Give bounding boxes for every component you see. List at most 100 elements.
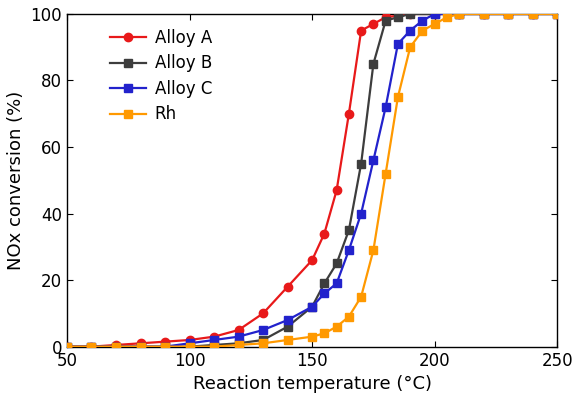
Line: Rh: Rh: [63, 10, 561, 351]
Legend: Alloy A, Alloy B, Alloy C, Rh: Alloy A, Alloy B, Alloy C, Rh: [110, 29, 212, 124]
Alloy B: [346, 228, 353, 232]
Alloy C: [419, 18, 426, 23]
Alloy C: [505, 12, 512, 16]
Alloy B: [394, 15, 401, 20]
Alloy C: [260, 328, 267, 332]
Alloy B: [456, 12, 463, 16]
Alloy A: [370, 22, 377, 26]
Rh: [113, 344, 119, 349]
Rh: [260, 341, 267, 346]
Alloy C: [456, 12, 463, 16]
Alloy B: [88, 344, 95, 349]
Alloy B: [480, 12, 487, 16]
Alloy A: [260, 311, 267, 316]
Alloy C: [137, 344, 144, 349]
Alloy B: [260, 338, 267, 342]
Rh: [162, 344, 169, 349]
Alloy C: [358, 211, 365, 216]
Line: Alloy B: Alloy B: [63, 10, 561, 351]
Alloy A: [407, 12, 414, 16]
Rh: [419, 28, 426, 33]
Alloy A: [137, 341, 144, 346]
Rh: [480, 12, 487, 16]
Line: Alloy A: Alloy A: [63, 10, 561, 351]
Alloy C: [480, 12, 487, 16]
Alloy C: [309, 304, 316, 309]
Alloy C: [333, 281, 340, 286]
Alloy A: [382, 15, 389, 20]
Alloy A: [333, 188, 340, 193]
Alloy C: [284, 318, 291, 322]
Alloy B: [284, 324, 291, 329]
Alloy C: [321, 291, 328, 296]
Alloy C: [382, 105, 389, 110]
Alloy A: [358, 28, 365, 33]
Rh: [530, 12, 536, 16]
Alloy A: [309, 258, 316, 262]
Alloy C: [88, 344, 95, 349]
Alloy C: [162, 344, 169, 349]
Alloy C: [235, 334, 242, 339]
Alloy A: [554, 12, 561, 16]
Alloy B: [211, 342, 218, 347]
Rh: [333, 324, 340, 329]
Alloy C: [370, 158, 377, 163]
Alloy A: [431, 12, 438, 16]
Alloy C: [407, 28, 414, 33]
Alloy C: [431, 12, 438, 16]
Y-axis label: NOx conversion (%): NOx conversion (%): [7, 91, 25, 270]
Alloy A: [186, 338, 193, 342]
Alloy B: [113, 344, 119, 349]
Alloy B: [382, 18, 389, 23]
Alloy C: [186, 341, 193, 346]
Rh: [382, 171, 389, 176]
Alloy B: [530, 12, 536, 16]
Alloy C: [211, 338, 218, 342]
Rh: [444, 15, 451, 20]
Rh: [431, 22, 438, 26]
Rh: [321, 331, 328, 336]
Alloy C: [346, 248, 353, 252]
Alloy A: [284, 284, 291, 289]
Rh: [63, 344, 70, 349]
Alloy A: [480, 12, 487, 16]
Alloy B: [358, 161, 365, 166]
Alloy B: [162, 344, 169, 349]
Rh: [358, 294, 365, 299]
Alloy B: [407, 12, 414, 16]
Alloy B: [505, 12, 512, 16]
Alloy A: [88, 344, 95, 349]
Line: Alloy C: Alloy C: [63, 10, 561, 351]
Alloy A: [530, 12, 536, 16]
Alloy A: [113, 342, 119, 347]
Alloy A: [162, 339, 169, 344]
Alloy A: [321, 231, 328, 236]
Alloy C: [63, 344, 70, 349]
Alloy C: [554, 12, 561, 16]
Alloy C: [530, 12, 536, 16]
Rh: [554, 12, 561, 16]
Rh: [456, 12, 463, 16]
X-axis label: Reaction temperature (°C): Reaction temperature (°C): [193, 375, 432, 393]
Alloy B: [63, 344, 70, 349]
Alloy A: [211, 334, 218, 339]
Rh: [284, 338, 291, 342]
Alloy B: [309, 304, 316, 309]
Rh: [407, 45, 414, 50]
Rh: [505, 12, 512, 16]
Alloy B: [137, 344, 144, 349]
Alloy B: [370, 62, 377, 66]
Rh: [346, 314, 353, 319]
Alloy B: [431, 12, 438, 16]
Alloy A: [456, 12, 463, 16]
Rh: [137, 344, 144, 349]
Rh: [370, 248, 377, 252]
Rh: [211, 344, 218, 349]
Rh: [394, 95, 401, 100]
Rh: [186, 344, 193, 349]
Alloy A: [346, 111, 353, 116]
Alloy B: [186, 344, 193, 349]
Alloy B: [333, 261, 340, 266]
Alloy C: [394, 42, 401, 46]
Rh: [235, 342, 242, 347]
